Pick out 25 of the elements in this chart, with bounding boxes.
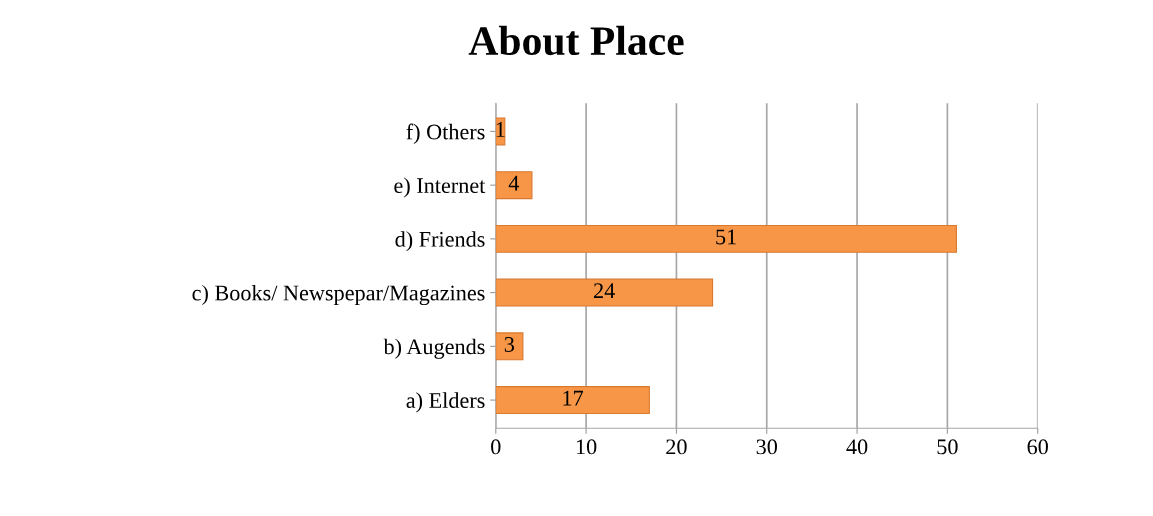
bar bbox=[495, 386, 650, 415]
y-tick-label: e) Internet bbox=[394, 177, 486, 198]
chart-title: About Place bbox=[468, 25, 684, 56]
x-tick-label: 30 bbox=[756, 439, 778, 455]
bar bbox=[495, 171, 533, 200]
x-tick-label: 60 bbox=[1027, 439, 1048, 455]
data-label: 24 bbox=[594, 283, 615, 298]
data-label: 51 bbox=[716, 229, 736, 245]
bar bbox=[495, 278, 714, 307]
data-label: 3 bbox=[504, 336, 515, 352]
x-tick-label: 10 bbox=[576, 439, 597, 455]
x-tick-label: 50 bbox=[937, 439, 958, 455]
y-tick-label: b) Augends bbox=[383, 338, 485, 359]
x-tick-label: 0 bbox=[491, 439, 501, 455]
x-tick-label: 40 bbox=[846, 439, 868, 455]
x-tick-label: 20 bbox=[666, 439, 687, 455]
data-label: 4 bbox=[508, 175, 520, 191]
data-label: 17 bbox=[563, 390, 584, 406]
y-tick-label: d) Friends bbox=[395, 231, 485, 252]
bar bbox=[495, 224, 957, 253]
y-tick-label: a) Elders bbox=[406, 392, 485, 413]
y-tick-label: f) Others bbox=[406, 123, 485, 144]
bar bbox=[495, 332, 524, 361]
data-label: 1 bbox=[496, 122, 505, 137]
y-tick-label: c) Books/ Newspepar/Magazines bbox=[192, 284, 485, 306]
